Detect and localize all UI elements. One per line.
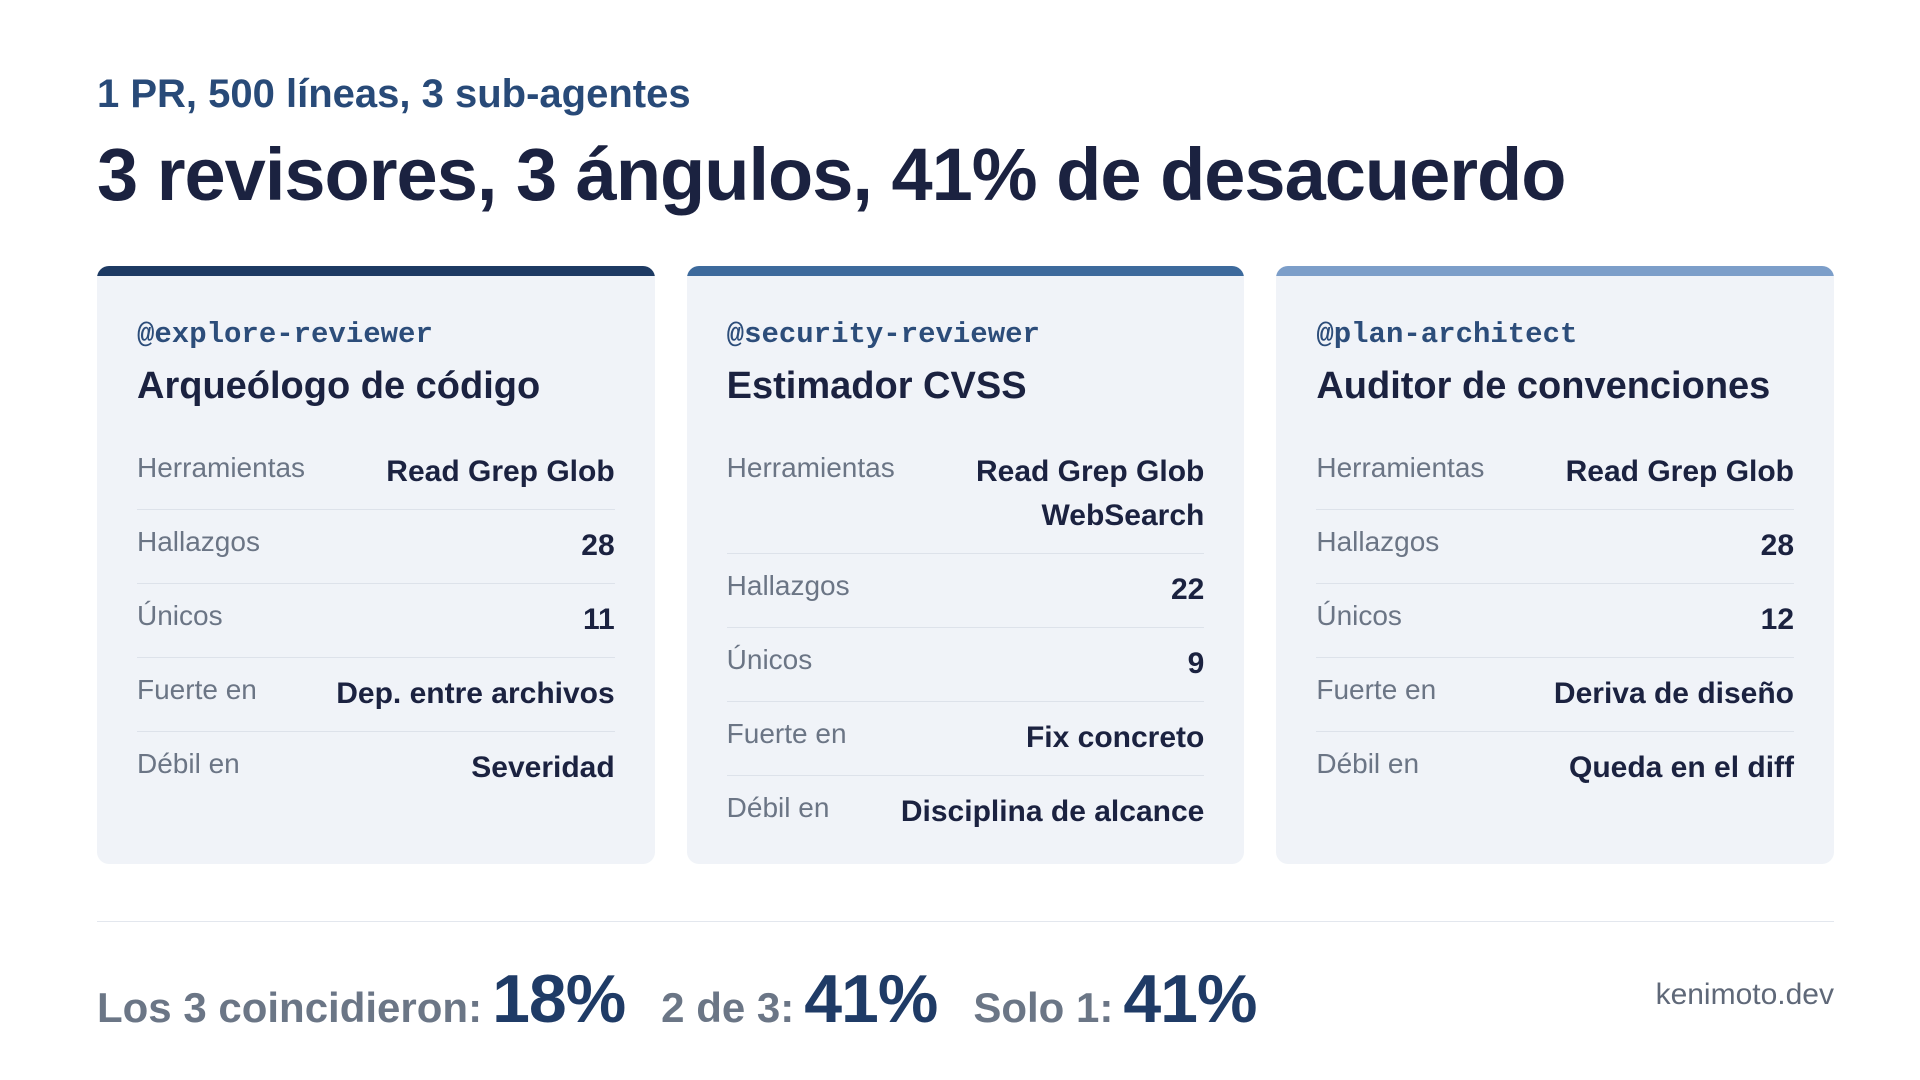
card-security-reviewer: @security-reviewer Estimador CVSS Herram… (686, 266, 1245, 864)
unique-value: 11 (582, 603, 615, 636)
page-title: 3 revisores, 3 ángulos, 41% de desacuerd… (97, 133, 1566, 216)
stat-label: 2 de 3: (661, 984, 795, 1031)
tools-value: Read Grep Glob (1565, 455, 1795, 488)
row-weak: Débil en Disciplina de alcance (727, 776, 1205, 849)
findings-value: 22 (1170, 573, 1205, 606)
subtitle: 1 PR, 500 líneas, 3 sub-agentes (97, 72, 691, 116)
tools-value: Read Grep Glob (386, 455, 615, 488)
stat-only-one: Solo 1: 41% (973, 960, 1257, 1038)
strong-value: Dep. entre archivos (336, 677, 615, 710)
stat-value: 18% (492, 961, 626, 1037)
row-unique: Únicos 9 (726, 628, 1205, 702)
row-unique: Únicos 11 (137, 584, 615, 658)
row-unique: Únicos 12 (1316, 584, 1795, 658)
row-tools: Herramientas Read Grep Glob WebSearch (726, 436, 1205, 554)
agent-handle: @security-reviewer (726, 318, 1040, 351)
row-label: Débil en (726, 792, 830, 823)
row-findings: Hallazgos 22 (726, 554, 1205, 628)
row-strong: Fuerte en Deriva de diseño (1316, 658, 1795, 732)
card-accent-bar (686, 266, 1245, 276)
card-accent-bar (97, 266, 655, 276)
stat-value: 41% (1123, 961, 1257, 1037)
stat-value: 41% (804, 961, 938, 1037)
weak-value: Disciplina de alcance (900, 795, 1205, 828)
row-label: Fuerte en (137, 674, 257, 705)
agent-role: Auditor de convenciones (1316, 365, 1771, 407)
row-label: Débil en (137, 748, 240, 779)
weak-value: Queda en el diff (1568, 751, 1795, 784)
row-label: Únicos (137, 600, 223, 631)
weak-value: Severidad (471, 751, 615, 784)
row-strong: Fuerte en Dep. entre archivos (137, 658, 615, 732)
row-tools: Herramientas Read Grep Glob (1316, 436, 1795, 510)
stat-all-three: Los 3 coincidieron: 18% (97, 960, 626, 1038)
unique-value: 9 (1187, 647, 1205, 680)
row-weak: Débil en Severidad (137, 732, 615, 805)
stat-label: Los 3 coincidieron: (97, 984, 483, 1031)
row-label: Únicos (1316, 600, 1402, 631)
agent-role: Estimador CVSS (726, 365, 1027, 407)
row-label: Herramientas (1316, 452, 1485, 483)
stat-label: Solo 1: (973, 984, 1114, 1031)
row-label: Herramientas (726, 452, 895, 483)
card-explore-reviewer: @explore-reviewer Arqueólogo de código H… (97, 266, 655, 864)
unique-value: 12 (1760, 603, 1795, 636)
row-label: Fuerte en (726, 718, 847, 749)
row-strong: Fuerte en Fix concreto (726, 702, 1205, 776)
row-label: Herramientas (137, 452, 306, 483)
site-credit: kenimoto.dev (1655, 978, 1834, 1011)
card-plan-architect: @plan-architect Auditor de convenciones … (1276, 266, 1835, 864)
row-label: Hallazgos (137, 526, 260, 557)
row-findings: Hallazgos 28 (137, 510, 615, 584)
card-accent-bar (1276, 266, 1835, 276)
findings-value: 28 (1760, 529, 1795, 562)
row-label: Hallazgos (726, 570, 850, 601)
strong-value: Fix concreto (1025, 721, 1205, 754)
agent-handle: @explore-reviewer (137, 318, 433, 351)
row-label: Únicos (726, 644, 813, 675)
agreement-stats: Los 3 coincidieron: 18% 2 de 3: 41% Solo… (97, 960, 1257, 1038)
row-findings: Hallazgos 28 (1316, 510, 1795, 584)
row-label: Débil en (1316, 748, 1420, 779)
agent-handle: @plan-architect (1316, 318, 1578, 351)
findings-value: 28 (581, 529, 615, 562)
row-tools: Herramientas Read Grep Glob (137, 436, 615, 510)
strong-value: Deriva de diseño (1553, 677, 1795, 710)
row-label: Fuerte en (1316, 674, 1437, 705)
row-label: Hallazgos (1316, 526, 1440, 557)
stat-two-of-three: 2 de 3: 41% (661, 960, 938, 1038)
tools-value: Read Grep Glob WebSearch (975, 455, 1205, 532)
row-weak: Débil en Queda en el diff (1316, 732, 1794, 805)
reviewer-cards: @explore-reviewer Arqueólogo de código H… (97, 266, 1835, 864)
footer-divider (97, 921, 1834, 922)
agent-role: Arqueólogo de código (137, 365, 541, 407)
